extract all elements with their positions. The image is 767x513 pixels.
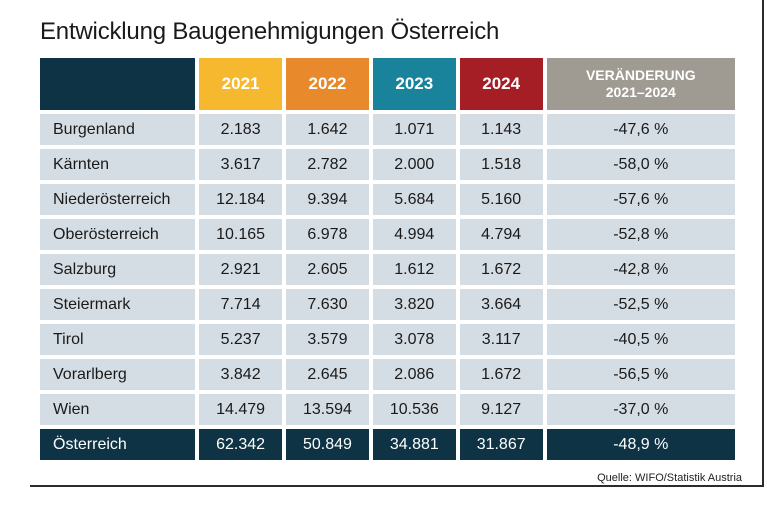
region-name: Österreich [40, 429, 196, 460]
value-2022: 9.394 [286, 184, 369, 215]
value-change: -47,6 % [546, 114, 735, 145]
value-2023: 1.071 [372, 114, 456, 145]
value-2022: 2.605 [286, 254, 369, 285]
chart-title: Entwicklung Baugenehmigungen Österreich [40, 18, 500, 45]
permits-table: 2021 2022 2023 2024 VERÄNDERUNG 2021–202… [36, 54, 739, 464]
table-row: Vorarlberg 3.842 2.645 2.086 1.672 -56,5 % [40, 359, 735, 390]
value-2024: 5.160 [459, 184, 543, 215]
value-2021: 2.921 [199, 254, 283, 285]
table-row: Niederösterreich 12.184 9.394 5.684 5.160 -57… [40, 184, 735, 215]
value-2023: 5.684 [372, 184, 456, 215]
value-change: -40,5 % [546, 324, 735, 355]
value-2024: 4.794 [459, 219, 543, 250]
table-row: Wien 14.479 13.594 10.536 9.127 -37,0 % [40, 394, 735, 425]
header-row: 2021 2022 2023 2024 VERÄNDERUNG 2021–202… [40, 58, 735, 110]
header-2023: 2023 [372, 58, 456, 110]
value-2024: 1.518 [459, 149, 543, 180]
table-body: Burgenland 2.183 1.642 1.071 1.143 -47,6 % Kär… [40, 114, 735, 460]
value-2024: 1.143 [459, 114, 543, 145]
value-2021: 3.617 [199, 149, 283, 180]
value-2022: 2.645 [286, 359, 369, 390]
value-2022: 6.978 [286, 219, 369, 250]
value-change: -58,0 % [546, 149, 735, 180]
value-2021: 12.184 [199, 184, 283, 215]
header-change: VERÄNDERUNG 2021–2024 [546, 58, 735, 110]
table-row: Oberösterreich 10.165 6.978 4.994 4.794 -52,8… [40, 219, 735, 250]
header-2022: 2022 [286, 58, 369, 110]
value-2022: 50.849 [286, 429, 369, 460]
header-2024: 2024 [459, 58, 543, 110]
table-row: Steiermark 7.714 7.630 3.820 3.664 -52,5 % [40, 289, 735, 320]
value-2021: 7.714 [199, 289, 283, 320]
value-2022: 3.579 [286, 324, 369, 355]
region-name: Niederösterreich [40, 184, 196, 215]
value-change: -57,6 % [546, 184, 735, 215]
value-2021: 62.342 [199, 429, 283, 460]
value-2023: 2.000 [372, 149, 456, 180]
value-change: -37,0 % [546, 394, 735, 425]
table-row: Burgenland 2.183 1.642 1.071 1.143 -47,6 % [40, 114, 735, 145]
value-2023: 10.536 [372, 394, 456, 425]
value-2021: 10.165 [199, 219, 283, 250]
region-name: Steiermark [40, 289, 196, 320]
region-name: Kärnten [40, 149, 196, 180]
value-2021: 5.237 [199, 324, 283, 355]
region-name: Oberösterreich [40, 219, 196, 250]
value-change: -52,5 % [546, 289, 735, 320]
region-name: Burgenland [40, 114, 196, 145]
value-2023: 1.612 [372, 254, 456, 285]
value-2024: 3.117 [459, 324, 543, 355]
value-2022: 1.642 [286, 114, 369, 145]
table-row: Kärnten 3.617 2.782 2.000 1.518 -58,0 % [40, 149, 735, 180]
value-2022: 2.782 [286, 149, 369, 180]
value-2021: 14.479 [199, 394, 283, 425]
value-2022: 7.630 [286, 289, 369, 320]
source-note: Quelle: WIFO/Statistik Austria [597, 472, 742, 484]
region-name: Wien [40, 394, 196, 425]
value-2023: 3.078 [372, 324, 456, 355]
value-2023: 3.820 [372, 289, 456, 320]
value-2024: 31.867 [459, 429, 543, 460]
table-row: Tirol 5.237 3.579 3.078 3.117 -40,5 % [40, 324, 735, 355]
value-2021: 2.183 [199, 114, 283, 145]
header-stub [40, 58, 196, 110]
value-2024: 9.127 [459, 394, 543, 425]
value-change: -42,8 % [546, 254, 735, 285]
header-change-line1: VERÄNDERUNG [585, 67, 696, 83]
value-change: -56,5 % [546, 359, 735, 390]
value-change: -52,8 % [546, 219, 735, 250]
value-change: -48,9 % [546, 429, 735, 460]
value-2023: 34.881 [372, 429, 456, 460]
value-2024: 3.664 [459, 289, 543, 320]
header-2021: 2021 [199, 58, 283, 110]
value-2024: 1.672 [459, 359, 543, 390]
header-change-line2: 2021–2024 [605, 84, 676, 100]
value-2024: 1.672 [459, 254, 543, 285]
total-row: Österreich 62.342 50.849 34.881 31.867 -48,9 … [40, 429, 735, 460]
region-name: Salzburg [40, 254, 196, 285]
frame-bottom-border [30, 485, 764, 487]
table-row: Salzburg 2.921 2.605 1.612 1.672 -42,8 % [40, 254, 735, 285]
region-name: Tirol [40, 324, 196, 355]
frame-right-border [762, 0, 764, 487]
value-2023: 2.086 [372, 359, 456, 390]
value-2021: 3.842 [199, 359, 283, 390]
value-2023: 4.994 [372, 219, 456, 250]
value-2022: 13.594 [286, 394, 369, 425]
region-name: Vorarlberg [40, 359, 196, 390]
